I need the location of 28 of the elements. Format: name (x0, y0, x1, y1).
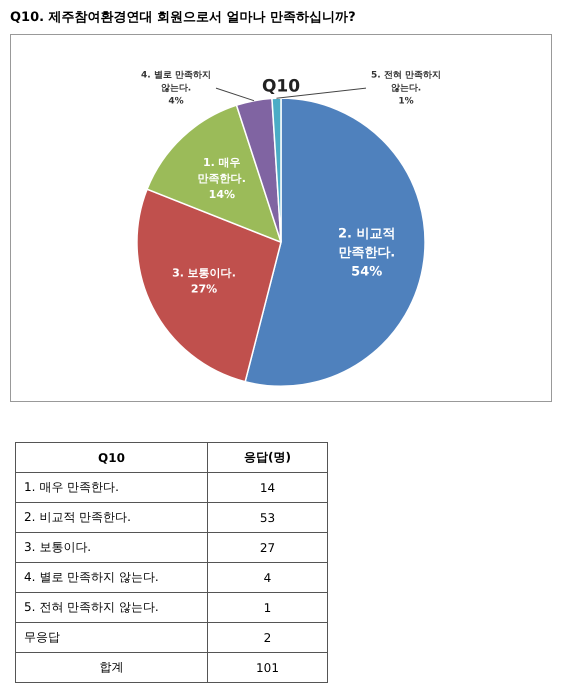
text: Q10 (16, 442, 208, 472)
data-label: 101 (208, 652, 328, 682)
slice-label: 2. 비교적 만족한다. (338, 226, 396, 260)
category-label: 합계 (16, 652, 208, 682)
data-label: 27 (208, 532, 328, 562)
chart-title: Q10. 제주참여환경연대 회원으로서 얼마나 만족하십니까? (10, 9, 357, 26)
data-label: 2 (208, 622, 328, 652)
data-label: 54% (351, 264, 382, 280)
chart-subtitle: Q10 (262, 76, 300, 97)
category-label: 3. 보통이다. (16, 532, 208, 562)
data-label: 53 (208, 502, 328, 532)
data-label: 4% (168, 96, 184, 106)
data-label: 1% (398, 96, 414, 106)
slice-label: 1. 매우 만족한다. (198, 156, 246, 186)
slice-label: 5. 전혀 만족하지 않는다. (371, 70, 441, 94)
data-label: 14% (208, 188, 236, 202)
text: 응답(명) (208, 442, 328, 472)
slice-label: 4. 별로 만족하지 않는다. (141, 70, 211, 94)
category-label: 2. 비교적 만족한다. (16, 502, 208, 532)
slice-label: 3. 보통이다. (172, 266, 236, 280)
data-label: 27% (190, 282, 218, 296)
category-label: 4. 별로 만족하지 않는다. (16, 562, 208, 592)
data-label: 4 (208, 562, 328, 592)
category-label: 5. 전혀 만족하지 않는다. (16, 592, 208, 622)
data-label: 1 (208, 592, 328, 622)
category-label: 1. 매우 만족한다. (16, 472, 208, 502)
category-label: 무응답 (16, 622, 208, 652)
data-label: 14 (208, 472, 328, 502)
